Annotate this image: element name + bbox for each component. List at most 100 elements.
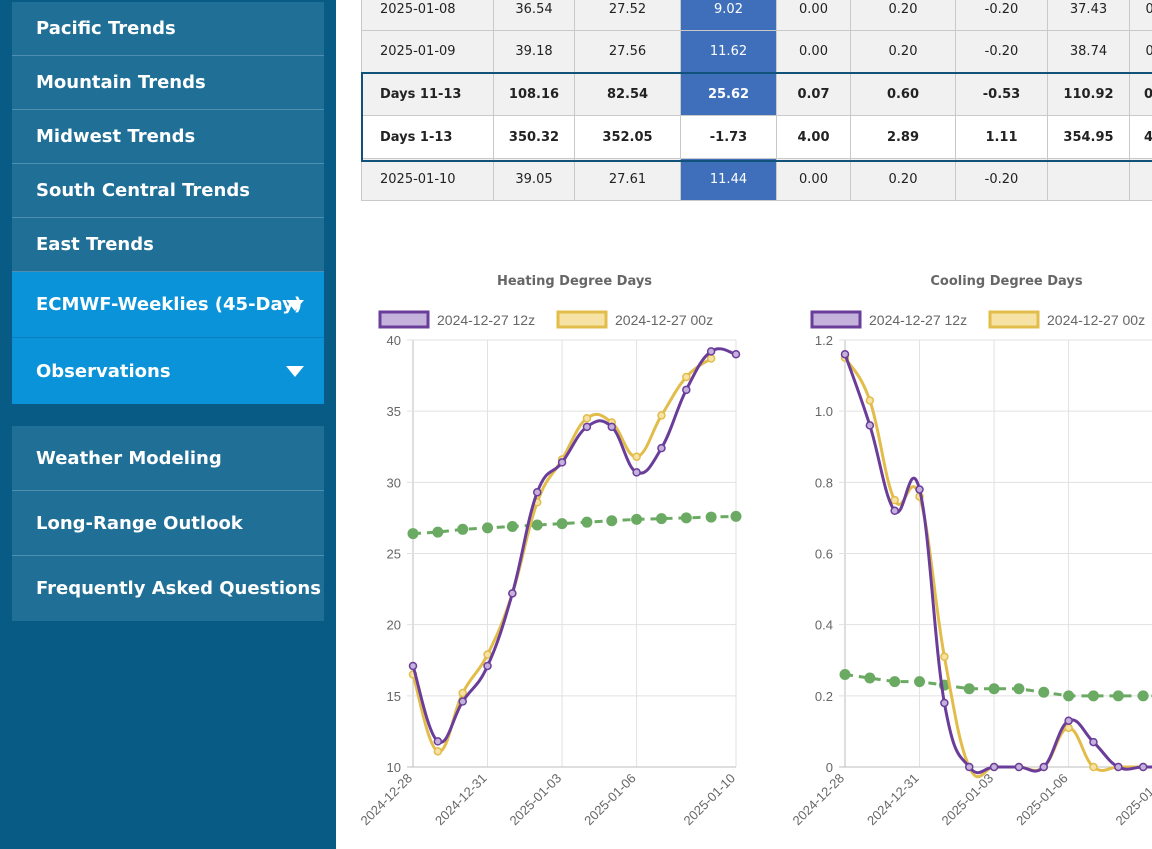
data-point[interactable] bbox=[890, 506, 899, 516]
data-point[interactable] bbox=[915, 485, 924, 494]
data-point[interactable] bbox=[457, 523, 469, 535]
data-point[interactable] bbox=[706, 354, 716, 363]
legend-label[interactable]: 2024-12-27 12z bbox=[869, 312, 967, 328]
data-point[interactable] bbox=[606, 515, 618, 527]
data-point[interactable] bbox=[1137, 690, 1149, 702]
legend-swatch[interactable] bbox=[556, 310, 608, 329]
caret-down-icon[interactable] bbox=[286, 299, 304, 311]
series-2 bbox=[407, 510, 742, 540]
data-point[interactable] bbox=[964, 762, 974, 772]
data-point[interactable] bbox=[865, 421, 875, 430]
legend-swatch[interactable] bbox=[810, 310, 862, 329]
data-point[interactable] bbox=[458, 688, 467, 698]
data-point[interactable] bbox=[506, 520, 518, 532]
data-point[interactable] bbox=[433, 747, 443, 756]
nav-long-range-outlook[interactable]: Long-Range Outlook bbox=[12, 491, 324, 556]
data-point[interactable] bbox=[1087, 690, 1099, 702]
nav-observations[interactable]: Observations bbox=[12, 338, 324, 404]
data-point[interactable] bbox=[632, 452, 641, 461]
data-point[interactable] bbox=[680, 512, 692, 524]
data-point[interactable] bbox=[482, 522, 494, 534]
data-point[interactable] bbox=[408, 661, 418, 671]
data-point[interactable] bbox=[655, 513, 667, 525]
data-point[interactable] bbox=[458, 697, 467, 706]
data-point[interactable] bbox=[1064, 723, 1073, 733]
nav-mountain-trends[interactable]: Mountain Trends bbox=[12, 56, 324, 110]
data-point[interactable] bbox=[1014, 762, 1024, 772]
data-point[interactable] bbox=[914, 676, 926, 688]
nav-south-central-trends[interactable]: South Central Trends bbox=[12, 164, 324, 218]
chart-legend: 2024-12-27 12z 2024-12-27 00z bbox=[378, 310, 713, 329]
data-point[interactable] bbox=[433, 737, 443, 746]
data-point[interactable] bbox=[682, 372, 691, 382]
data-point[interactable] bbox=[631, 513, 643, 525]
data-point[interactable] bbox=[632, 468, 641, 477]
legend-swatch[interactable] bbox=[988, 310, 1040, 329]
data-point[interactable] bbox=[731, 349, 741, 359]
nav-midwest-trends[interactable]: Midwest Trends bbox=[12, 110, 324, 164]
y-tick-label: 1.0 bbox=[815, 404, 833, 419]
data-point[interactable] bbox=[508, 589, 517, 598]
legend-label[interactable]: 2024-12-27 00z bbox=[1047, 312, 1145, 328]
data-point[interactable] bbox=[1089, 762, 1098, 772]
data-point[interactable] bbox=[1089, 737, 1098, 747]
data-point[interactable] bbox=[581, 516, 593, 528]
series-0 bbox=[408, 347, 741, 746]
nav-menu-lower: Weather Modeling Long-Range Outlook Freq… bbox=[12, 426, 324, 621]
data-point[interactable] bbox=[1138, 762, 1148, 772]
data-point[interactable] bbox=[1063, 690, 1075, 702]
legend-label[interactable]: 2024-12-27 00z bbox=[615, 312, 713, 328]
data-point[interactable] bbox=[582, 422, 592, 432]
legend-swatch[interactable] bbox=[378, 310, 430, 329]
data-point[interactable] bbox=[890, 495, 899, 505]
data-point[interactable] bbox=[682, 385, 691, 395]
data-point[interactable] bbox=[1013, 683, 1025, 695]
data-point[interactable] bbox=[705, 511, 717, 523]
nav-east-trends[interactable]: East Trends bbox=[12, 218, 324, 272]
data-point[interactable] bbox=[1112, 690, 1124, 702]
y-tick-label: 15 bbox=[387, 689, 401, 704]
data-point[interactable] bbox=[582, 414, 592, 423]
caret-down-icon[interactable] bbox=[286, 366, 304, 377]
data-point[interactable] bbox=[889, 676, 901, 688]
data-point[interactable] bbox=[607, 422, 617, 432]
data-point[interactable] bbox=[1114, 762, 1123, 772]
data-point[interactable] bbox=[1064, 716, 1073, 725]
table-cell: 352.05 bbox=[574, 115, 681, 159]
table-row: Days 1-13 350.32 352.05 -1.73 4.00 2.89 1.11 35… bbox=[361, 115, 1152, 159]
y-tick-label: 0.2 bbox=[815, 689, 833, 704]
data-point[interactable] bbox=[557, 458, 567, 467]
nav-label: Midwest Trends bbox=[36, 126, 196, 147]
data-point[interactable] bbox=[988, 683, 1000, 695]
data-point[interactable] bbox=[432, 526, 444, 538]
data-point[interactable] bbox=[865, 396, 875, 405]
nav-ecmwf-weeklies[interactable]: ECMWF-Weeklies (45-Day) bbox=[12, 272, 324, 338]
table-cell: 350.32 bbox=[493, 115, 575, 159]
data-point[interactable] bbox=[940, 698, 949, 708]
x-tick-label: 2024-12-31 bbox=[432, 771, 490, 829]
data-point[interactable] bbox=[940, 652, 949, 661]
nav-label: Frequently Asked Questions bbox=[36, 578, 321, 599]
data-point[interactable] bbox=[1038, 686, 1050, 698]
data-point[interactable] bbox=[730, 510, 742, 522]
data-point[interactable] bbox=[407, 528, 419, 540]
data-point[interactable] bbox=[1039, 762, 1049, 772]
data-point[interactable] bbox=[840, 349, 850, 359]
data-point[interactable] bbox=[532, 488, 542, 497]
data-point[interactable] bbox=[864, 672, 876, 684]
data-point[interactable] bbox=[706, 347, 716, 356]
data-point[interactable] bbox=[657, 411, 666, 420]
nav-weather-modeling[interactable]: Weather Modeling bbox=[12, 426, 324, 491]
data-point[interactable] bbox=[963, 683, 975, 695]
nav-pacific-trends[interactable]: Pacific Trends bbox=[12, 2, 324, 56]
nav-faq[interactable]: Frequently Asked Questions bbox=[12, 556, 324, 621]
data-point[interactable] bbox=[839, 668, 851, 680]
x-tick-label: 2024-12-28 bbox=[789, 771, 847, 829]
legend-label[interactable]: 2024-12-27 12z bbox=[437, 312, 535, 328]
data-point[interactable] bbox=[556, 518, 568, 530]
data-point[interactable] bbox=[657, 443, 666, 453]
data-point[interactable] bbox=[483, 661, 492, 671]
data-point[interactable] bbox=[989, 762, 999, 772]
data-point[interactable] bbox=[531, 519, 543, 531]
